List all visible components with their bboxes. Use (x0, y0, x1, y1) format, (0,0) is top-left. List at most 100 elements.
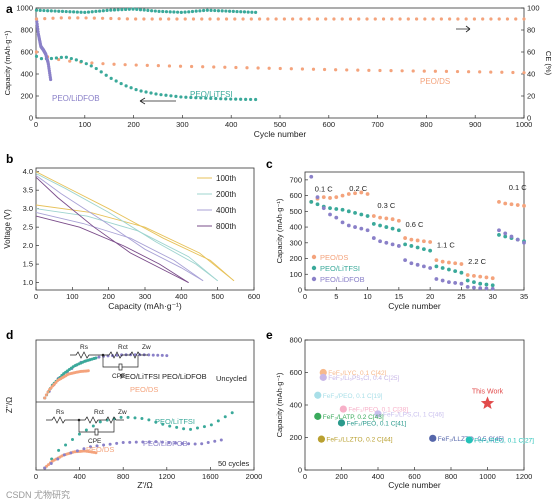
panel-e-point (374, 410, 382, 418)
panel-a-point-peolitfsi-capacity (49, 56, 54, 61)
panel-a-point-peods-ce (208, 17, 212, 21)
panel-a-xtick-label: 600 (323, 120, 336, 129)
panel-c-ytick-label: 600 (289, 191, 302, 200)
panel-a-point-peods-ce (315, 17, 320, 21)
panel-a-point-peolitfsi-ce (183, 10, 187, 14)
panel-c-point-peolidfob (497, 228, 501, 233)
panel-d-point-peolitfsi (64, 443, 68, 447)
panel-d-point-peolitfsi (84, 428, 88, 432)
panel-e-xtick-label: 0 (303, 472, 307, 481)
panel-d-label-zw: Zw (118, 409, 127, 416)
panel-b-voltage-profile-chart: 0 100 200 300 400 500 600 1.0 1.5 2.0 2.5 3.0 3.5 4.0… (3, 167, 260, 311)
panel-a-point-peods-ce (266, 17, 270, 21)
panel-d-cpe-branch (102, 355, 139, 368)
panel-e-point-label: FeF₃/PEO, 0.1 C[38] (348, 407, 408, 414)
panel-d-label-rs: Rs (80, 344, 89, 351)
panel-d-plot-frame (35, 339, 255, 471)
panel-e-point-label: FeF₃/LATP, 0.2 C[43] (323, 414, 384, 421)
panel-a-point-peolitfsi-ce (231, 9, 235, 13)
panel-d-resistor-rct-zw (73, 416, 124, 424)
panel-a-point-peods-ce (34, 17, 39, 21)
panel-c-point-peolitfsi (396, 228, 401, 233)
panel-c-point-peolidfob (428, 266, 433, 270)
panel-d-point-peolidfob (134, 440, 138, 444)
panel-c-point-peolitfsi (309, 199, 314, 204)
panel-a-point-peolitfsi-capacity (84, 62, 88, 66)
panel-c-ytick-label: 200 (289, 254, 302, 263)
panel-d-point-peolitfsi (140, 416, 144, 420)
panel-d-point-peolidfob (108, 442, 112, 446)
panel-c-point-peolitfsi (384, 225, 389, 229)
panel-d-point-peolitfsi (154, 420, 158, 424)
panel-a-xtick-label: 800 (420, 120, 433, 129)
panel-a-point-peods-capacity (223, 65, 227, 69)
panel-d-point-peolidfob (156, 353, 160, 357)
panel-d-point-peolidfob (115, 441, 119, 445)
panel-a-ytick-right-label: 100 (527, 4, 540, 13)
panel-c-point-peolidfob (421, 264, 426, 269)
panel-a-point-peolitfsi-capacity (229, 97, 233, 101)
panel-d-resistor-rs (46, 416, 73, 424)
panel-a-point-peods-capacity (245, 66, 249, 70)
panel-d-point-peolidfob (89, 445, 92, 449)
panel-c-point-peolitfsi (447, 267, 451, 272)
panel-a-point-peods-capacity (467, 70, 471, 74)
panel-c-point-peods (340, 193, 345, 198)
panel-a-point-peolitfsi-ce (46, 9, 50, 13)
panel-d-label-lidfob-50: PEO/LiDFOB (143, 439, 188, 448)
panel-d-point-peolitfsi (98, 420, 102, 424)
panel-c-point-peolitfsi (440, 266, 445, 270)
panel-a-point-peods-ce (423, 17, 427, 21)
panel-a-point-peods-ce (398, 17, 402, 21)
panel-d-point-peolidfob (147, 353, 151, 357)
panel-c-point-peolitfsi (415, 245, 420, 250)
panel-a-point-peods-ce (142, 17, 146, 21)
panel-a-point-peods-ce (390, 17, 394, 21)
panel-a-point-peods-ce (175, 17, 179, 21)
panel-e-xtick-label: 1000 (479, 472, 496, 481)
panel-c-point-peolitfsi (340, 207, 345, 212)
panel-b-curve-100th-discharge (35, 171, 235, 282)
panel-c-point-peolidfob (509, 234, 514, 239)
panel-a-point-peolitfsi-ce (205, 8, 209, 12)
panel-a-point-peods-capacity (90, 61, 94, 65)
panel-c-rate-label: 0.1 C (315, 185, 334, 194)
panel-c-legend-label: PEO/LiDFOB (320, 275, 365, 284)
panel-d-point-peolitfsi (216, 419, 220, 423)
panel-letter-b: b (6, 152, 13, 166)
panel-c-point-peolidfob (484, 286, 489, 291)
panel-b-xtick-label: 200 (102, 292, 115, 301)
panel-c-point-peolidfob (447, 280, 451, 285)
panel-c-point-peods (346, 192, 351, 196)
panel-c-ytick-label: 0 (298, 286, 302, 295)
panel-e-label-this-work: This Work (472, 388, 504, 395)
panel-d-point-peolitfsi (57, 448, 61, 452)
panel-a-point-peods-ce (472, 17, 477, 21)
panel-d-resistor-rct-zw (97, 351, 148, 359)
panel-d-point-peolitfsi (94, 356, 98, 360)
panel-d-point-peolitfsi (161, 422, 165, 426)
panel-a-point-peods-capacity (267, 66, 271, 70)
panel-a-xtick-label: 400 (225, 120, 238, 129)
panel-a-ytick-label: 0 (29, 114, 33, 123)
panel-c-point-peolidfob (459, 281, 464, 286)
panel-a-xtick-label: 0 (34, 120, 38, 129)
panel-d-label-ds-50: PEO/DS (86, 445, 114, 454)
panel-a-point-peolitfsi-capacity (144, 90, 148, 94)
panel-a-point-peolitfsi-ce (68, 10, 72, 14)
panel-d-point-peolitfsi (202, 425, 206, 429)
panel-a-point-peods-ce (414, 17, 419, 21)
panel-a-point-peolitfsi-capacity (149, 91, 153, 95)
panel-c-point-peods (503, 201, 508, 206)
panel-a-ytick-right-label: 0 (527, 114, 531, 123)
panel-c-point-peolidfob (522, 240, 526, 245)
panel-c-point-peolitfsi (403, 242, 408, 247)
panel-a-point-peods-ce (43, 17, 47, 21)
panel-c-point-peolitfsi (328, 206, 332, 211)
panel-a-point-peolitfsi-ce (142, 8, 146, 12)
panel-a-point-peods-capacity (334, 68, 338, 72)
panel-c-ylabel: Capacity (mAh·g⁻¹) (275, 198, 284, 263)
panel-a-ylabel: Capacity (mAh·g⁻¹) (3, 30, 12, 95)
panel-d-point-peods (86, 369, 90, 373)
panel-a-point-peolitfsi-capacity (184, 95, 188, 99)
